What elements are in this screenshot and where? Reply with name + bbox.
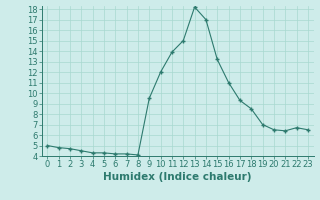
X-axis label: Humidex (Indice chaleur): Humidex (Indice chaleur) [103, 172, 252, 182]
